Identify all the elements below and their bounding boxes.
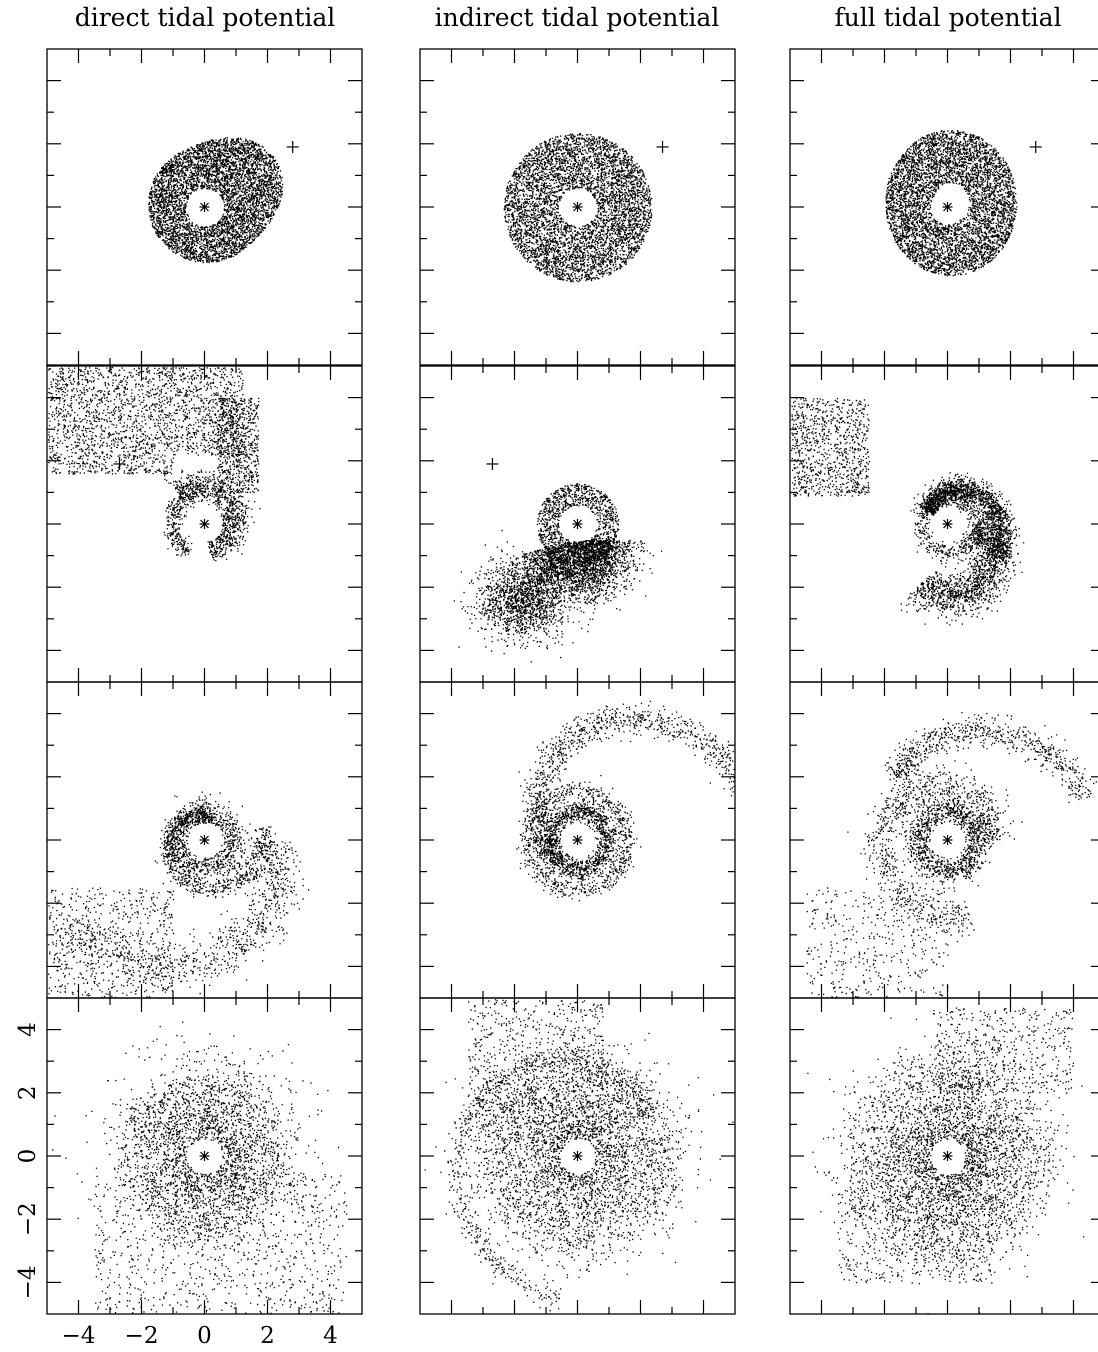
central-star-marker bbox=[562, 825, 593, 855]
y-tick-label: 0 bbox=[15, 1149, 41, 1164]
panel-direct-row-1 bbox=[46, 48, 363, 366]
panel-ticks bbox=[790, 49, 1098, 365]
central-star-marker bbox=[562, 1141, 593, 1171]
central-star-marker bbox=[189, 192, 220, 222]
x-tick-label: −4 bbox=[62, 1323, 96, 1349]
panel-direct-row-2 bbox=[46, 365, 363, 683]
central-star-marker bbox=[562, 509, 593, 539]
panel-ticks bbox=[420, 998, 735, 1314]
particles bbox=[48, 367, 261, 562]
x-tick-label: 0 bbox=[197, 1323, 212, 1349]
panel-indirect-row-4 bbox=[419, 997, 736, 1315]
panel-ticks bbox=[420, 682, 735, 998]
axis-tick-labels: −4 −2 0 2 4 −4 −2 0 2 4 bbox=[15, 1022, 338, 1349]
central-star-marker bbox=[932, 825, 963, 855]
particles bbox=[791, 397, 1025, 626]
particles bbox=[48, 791, 310, 999]
central-star-marker bbox=[932, 509, 963, 539]
panel-indirect-row-1 bbox=[419, 48, 736, 366]
panel-ticks bbox=[47, 366, 362, 682]
panel-ticks bbox=[47, 998, 362, 1314]
panel-ticks bbox=[47, 49, 362, 365]
panel-indirect-row-2 bbox=[419, 365, 736, 683]
panel-ticks bbox=[47, 682, 362, 998]
perturber-marker bbox=[486, 457, 499, 470]
particles bbox=[806, 712, 1097, 999]
column-title-direct: direct tidal potential bbox=[75, 3, 336, 32]
perturber-marker bbox=[656, 140, 669, 153]
x-tick-label: −2 bbox=[125, 1323, 159, 1349]
column-title-full: full tidal potential bbox=[834, 3, 1061, 32]
perturber-marker bbox=[113, 457, 126, 470]
particles bbox=[424, 999, 734, 1312]
y-tick-label: −4 bbox=[15, 1265, 41, 1299]
central-star-marker bbox=[189, 509, 220, 539]
particles bbox=[885, 130, 1018, 277]
panel-ticks bbox=[790, 366, 1098, 682]
perturber-marker bbox=[286, 140, 299, 153]
column-title-indirect: indirect tidal potential bbox=[435, 3, 720, 32]
particles bbox=[503, 133, 653, 283]
panel-full-row-1 bbox=[789, 48, 1098, 366]
panel-ticks bbox=[790, 682, 1098, 998]
x-tick-label: 4 bbox=[323, 1323, 338, 1349]
panel-ticks bbox=[420, 366, 735, 682]
central-star-marker bbox=[189, 1141, 220, 1171]
y-tick-label: 2 bbox=[15, 1085, 41, 1100]
panel-ticks bbox=[790, 998, 1098, 1314]
panel-direct-row-3 bbox=[46, 681, 363, 999]
panel-ticks bbox=[420, 49, 735, 365]
central-star-marker bbox=[932, 192, 963, 222]
x-tick-label: 2 bbox=[260, 1323, 275, 1349]
panel-full-row-3 bbox=[789, 681, 1098, 999]
panel-direct-row-4 bbox=[46, 997, 363, 1315]
particles bbox=[516, 700, 735, 902]
central-star-marker bbox=[562, 192, 593, 222]
column-titles: direct tidal potential indirect tidal po… bbox=[75, 3, 1062, 32]
panel-grid bbox=[46, 48, 1098, 1315]
particles bbox=[148, 137, 284, 264]
central-star-marker bbox=[932, 1141, 963, 1171]
y-tick-label: −2 bbox=[15, 1202, 41, 1236]
perturber-marker bbox=[1029, 140, 1042, 153]
panel-full-row-2 bbox=[789, 365, 1098, 683]
y-tick-label: 4 bbox=[15, 1022, 41, 1037]
panel-full-row-4 bbox=[789, 997, 1098, 1315]
panel-indirect-row-3 bbox=[419, 681, 736, 999]
particles bbox=[453, 483, 663, 663]
central-star-marker bbox=[189, 825, 220, 855]
